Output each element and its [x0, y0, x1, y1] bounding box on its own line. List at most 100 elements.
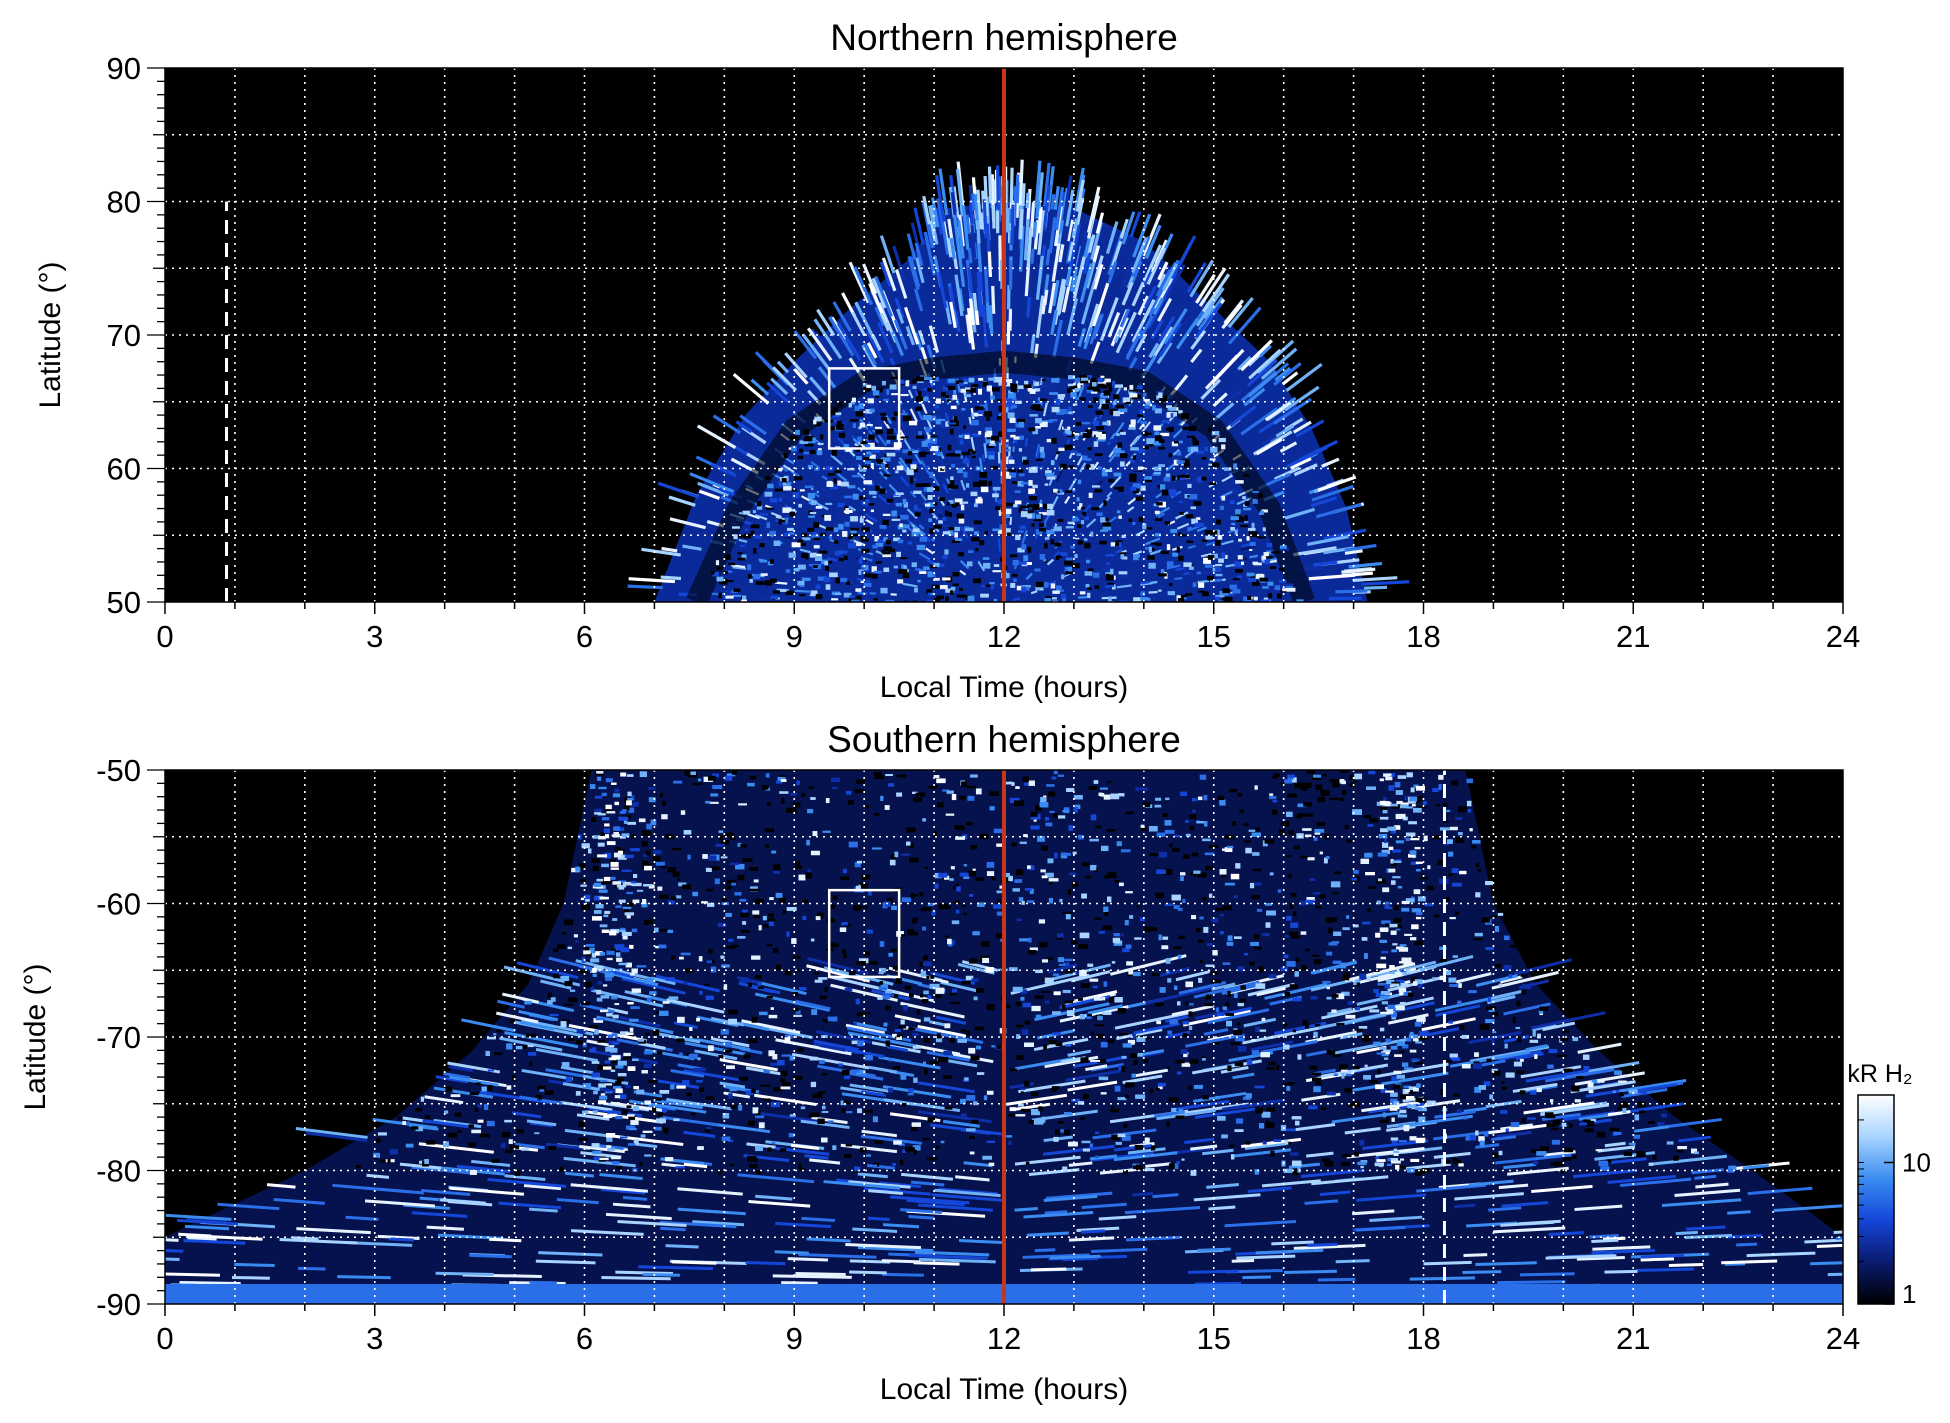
south-emission-streak: [1178, 981, 1226, 995]
north-emission-speck: [722, 589, 731, 596]
north-emission-speck: [1214, 540, 1221, 546]
south-emission-speck: [751, 955, 761, 960]
north-emission-speck: [764, 580, 773, 586]
south-emission-speck: [1129, 915, 1134, 919]
north-emission-speck: [1042, 503, 1048, 510]
south-emission-speck: [841, 1108, 846, 1114]
south-emission-streak: [1284, 1269, 1337, 1275]
south-emission-streak: [1185, 1033, 1245, 1048]
north-emission-speck: [1129, 393, 1138, 398]
north-emission-speck: [1238, 538, 1242, 542]
north-emission-speck: [1136, 414, 1144, 418]
south-emission-speck: [1089, 1143, 1093, 1148]
north-emission-streak: [987, 251, 993, 278]
north-emission-speck: [1087, 386, 1095, 391]
south-emission-speck: [844, 987, 853, 992]
north-emission-streak: [1143, 269, 1154, 286]
south-emission-streak: [1661, 1198, 1742, 1208]
south-emission-streak: [1172, 1099, 1230, 1112]
south-emission-speck: [1008, 1140, 1012, 1146]
north-emission-speck: [1278, 568, 1285, 571]
north-emission-speck: [1035, 529, 1042, 535]
south-emission-speck: [377, 1132, 387, 1136]
south-emission-speck: [850, 1069, 860, 1073]
north-emission-speck: [863, 582, 872, 588]
north-emission-speck: [857, 436, 862, 443]
north-emission-speck: [1247, 578, 1257, 582]
north-emission-speck: [1218, 437, 1226, 443]
south-emission-streak: [1668, 1263, 1704, 1267]
north-emission-speck: [807, 464, 813, 469]
north-emission-speck: [1008, 472, 1017, 478]
north-emission-speck: [783, 453, 788, 459]
north-emission-speck: [985, 439, 993, 444]
south-emission-speck: [604, 852, 612, 859]
south-emission-streak: [617, 1219, 687, 1228]
north-emission-speck: [862, 383, 868, 388]
north-emission-streak: [1053, 186, 1060, 210]
south-emission-streak: [1049, 1254, 1101, 1260]
south-emission-streak: [305, 1131, 368, 1142]
north-emission-speck: [933, 577, 940, 581]
south-emission-speck: [1166, 1066, 1171, 1069]
north-emission-streak: [657, 481, 700, 499]
south-emission-speck: [809, 1112, 820, 1118]
north-emission-speck: [860, 580, 865, 584]
south-emission-streak: [910, 1180, 945, 1187]
south-emission-speck: [679, 956, 684, 960]
north-emission-speck: [884, 454, 888, 459]
north-emission-streak: [1157, 297, 1173, 322]
north-emission-streak: [1352, 576, 1398, 583]
south-emission-streak: [504, 1031, 579, 1049]
south-emission-speck: [880, 983, 888, 989]
south-emission-speck: [1020, 1091, 1024, 1094]
north-emission-speck: [1224, 467, 1232, 471]
south-emission-streak: [917, 1024, 967, 1038]
north-emission-speck: [1166, 544, 1171, 551]
north-emission-streak: [1114, 548, 1124, 554]
south-emission-speck: [1188, 1026, 1193, 1031]
south-emission-speck: [758, 925, 762, 931]
north-emission-streak: [1166, 264, 1186, 297]
south-emission-speck: [1033, 819, 1037, 822]
north-emission-streak: [830, 316, 847, 341]
north-emission-speck: [814, 416, 822, 422]
north-emission-speck: [1139, 409, 1145, 415]
south-emission-speck: [909, 857, 919, 863]
north-emission-speck: [905, 380, 910, 387]
south-emission-streak: [499, 1036, 563, 1052]
south-emission-speck: [550, 997, 556, 1002]
south-emission-streak: [913, 1261, 960, 1266]
north-emission-speck: [869, 454, 876, 459]
north-emission-speck: [1137, 466, 1144, 470]
north-emission-speck: [894, 448, 901, 452]
north-emission-speck: [1110, 542, 1116, 547]
south-emission-speck: [944, 1106, 953, 1110]
south-emission-streak: [540, 979, 572, 990]
north-emission-streak: [988, 304, 994, 335]
north-emission-speck: [1168, 582, 1173, 587]
north-emission-speck: [1233, 463, 1238, 470]
north-emission-streak: [954, 274, 964, 317]
north-emission-streak: [755, 514, 768, 521]
south-emission-speck: [1338, 797, 1345, 801]
north-emission-streak: [1236, 496, 1253, 506]
south-emission-speck: [828, 942, 836, 948]
south-emission-streak: [1044, 1210, 1068, 1215]
south-emission-speck: [1454, 911, 1460, 916]
north-emission-speck: [797, 580, 805, 586]
north-emission-speck: [1010, 582, 1016, 588]
north-emission-speck: [1018, 561, 1027, 565]
south-emission-streak: [1171, 1004, 1215, 1017]
south-emission-speck: [912, 791, 919, 795]
south-emission-speck: [1500, 1110, 1508, 1114]
south-emission-speck: [1127, 974, 1135, 977]
south-emission-speck: [1503, 935, 1510, 941]
south-emission-speck: [1107, 896, 1112, 903]
north-emission-streak: [757, 538, 769, 544]
south-emission-speck: [1020, 996, 1025, 1001]
south-emission-streak: [1387, 1013, 1429, 1025]
north-emission-speck: [832, 449, 836, 453]
north-emission-speck: [1286, 587, 1296, 592]
south-emission-speck: [1251, 1039, 1256, 1042]
